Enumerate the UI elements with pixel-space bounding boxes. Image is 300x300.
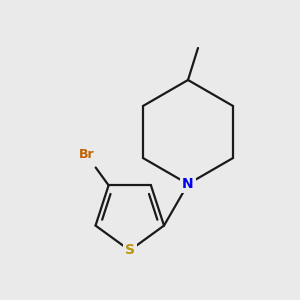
Text: S: S xyxy=(125,243,135,257)
Text: N: N xyxy=(182,177,194,191)
Text: Br: Br xyxy=(79,148,94,161)
